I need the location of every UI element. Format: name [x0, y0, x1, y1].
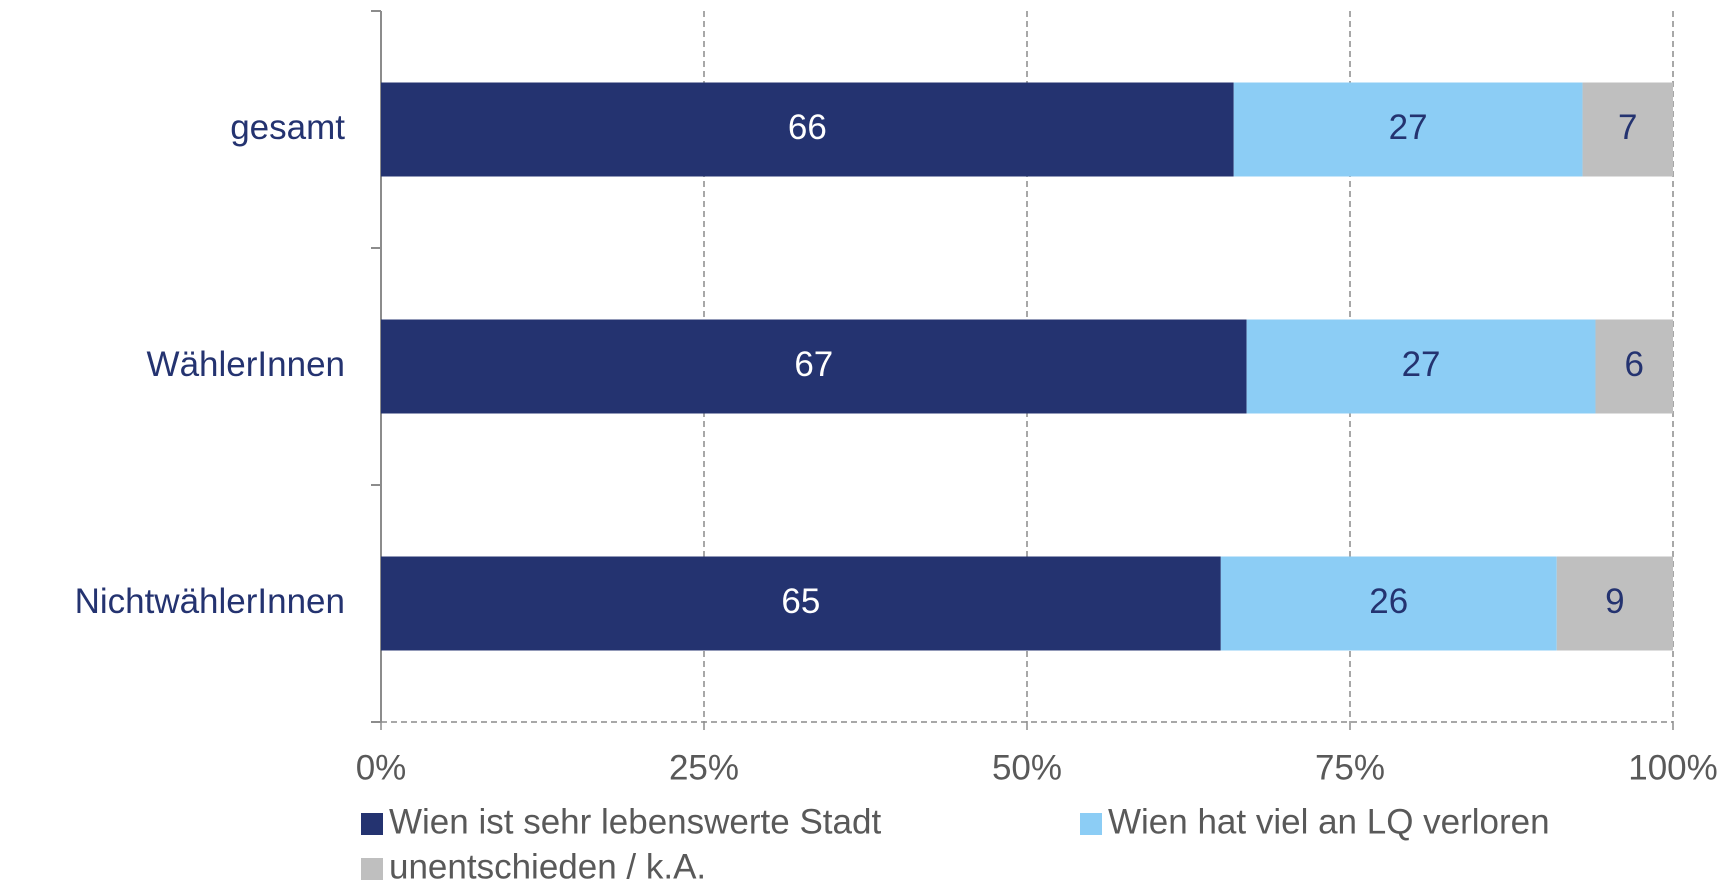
data-label: 26: [1369, 582, 1408, 621]
y-tick-label: gesamt: [230, 108, 345, 147]
bar-segment: [381, 82, 1234, 177]
legend-swatch: [1080, 813, 1102, 835]
bar-segment: [1233, 82, 1583, 177]
legend-label: unentschieden / k.A.: [389, 847, 706, 880]
data-label: 65: [781, 582, 820, 621]
bar-segment: [381, 556, 1221, 651]
y-tick-label: WählerInnen: [147, 345, 345, 384]
bar-segment: [1582, 82, 1673, 177]
data-label: 27: [1402, 345, 1441, 384]
bar-segment: [1595, 319, 1673, 414]
x-tick-label: 25%: [669, 748, 739, 787]
bar-segment: [381, 319, 1247, 414]
legend-swatch: [361, 813, 383, 835]
x-tick-label: 0%: [356, 748, 407, 787]
data-label: 6: [1625, 345, 1644, 384]
legend-swatch: [361, 858, 383, 880]
y-tick-label: NichtwählerInnen: [75, 582, 345, 621]
x-tick-label: 100%: [1628, 748, 1718, 787]
x-tick-label: 50%: [992, 748, 1062, 787]
data-label: 66: [788, 108, 827, 147]
legend-label: Wien hat viel an LQ verloren: [1108, 802, 1550, 841]
x-tick-label: 75%: [1315, 748, 1385, 787]
bar-segment: [1246, 319, 1596, 414]
data-label: 7: [1618, 108, 1637, 147]
bar-segment: [1556, 556, 1673, 651]
data-label: 27: [1389, 108, 1428, 147]
data-label: 9: [1605, 582, 1624, 621]
legend-label: Wien ist sehr lebenswerte Stadt: [389, 802, 881, 841]
bar-segment: [1220, 556, 1557, 651]
data-label: 67: [794, 345, 833, 384]
